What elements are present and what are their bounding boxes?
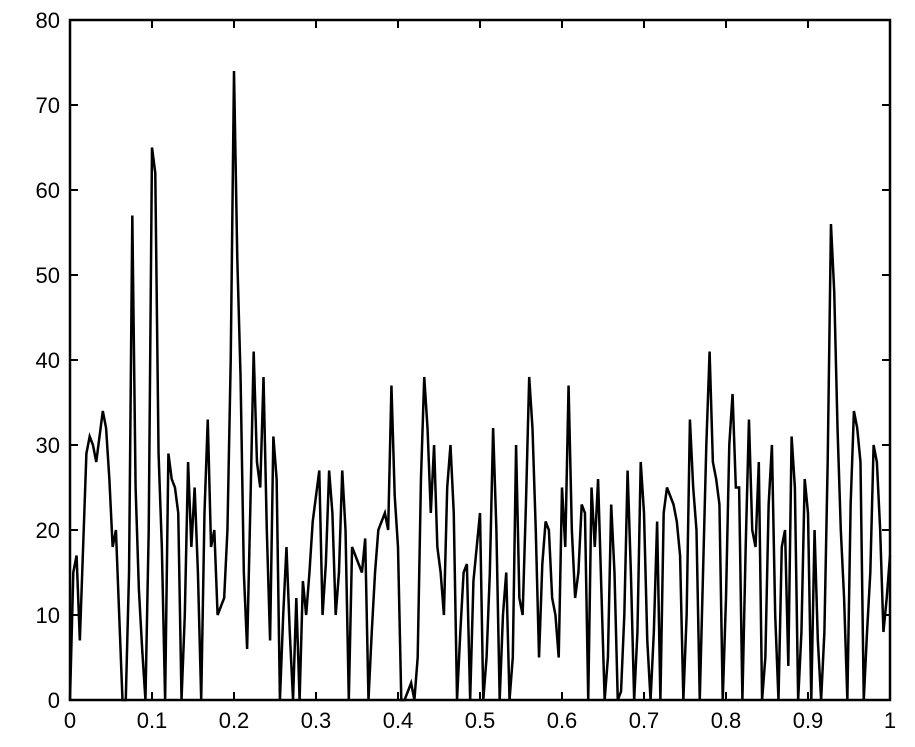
chart-container: 00.10.20.30.40.50.60.70.80.9101020304050… — [0, 0, 915, 747]
x-tick-label: 0 — [64, 708, 76, 733]
y-tick-label: 40 — [36, 348, 60, 373]
x-tick-label: 1 — [884, 708, 896, 733]
x-tick-label: 0.8 — [711, 708, 742, 733]
x-tick-label: 0.7 — [629, 708, 660, 733]
line-chart: 00.10.20.30.40.50.60.70.80.9101020304050… — [0, 0, 915, 747]
x-tick-label: 0.2 — [219, 708, 250, 733]
x-tick-label: 0.5 — [465, 708, 496, 733]
data-series-line — [70, 71, 890, 700]
x-tick-label: 0.9 — [793, 708, 824, 733]
x-tick-label: 0.4 — [383, 708, 414, 733]
y-tick-label: 70 — [36, 93, 60, 118]
y-tick-label: 50 — [36, 263, 60, 288]
y-tick-label: 10 — [36, 603, 60, 628]
y-tick-label: 30 — [36, 433, 60, 458]
x-tick-label: 0.1 — [137, 708, 168, 733]
y-tick-label: 0 — [48, 688, 60, 713]
x-tick-label: 0.6 — [547, 708, 578, 733]
x-tick-label: 0.3 — [301, 708, 332, 733]
y-tick-label: 60 — [36, 178, 60, 203]
y-tick-label: 80 — [36, 8, 60, 33]
y-tick-label: 20 — [36, 518, 60, 543]
